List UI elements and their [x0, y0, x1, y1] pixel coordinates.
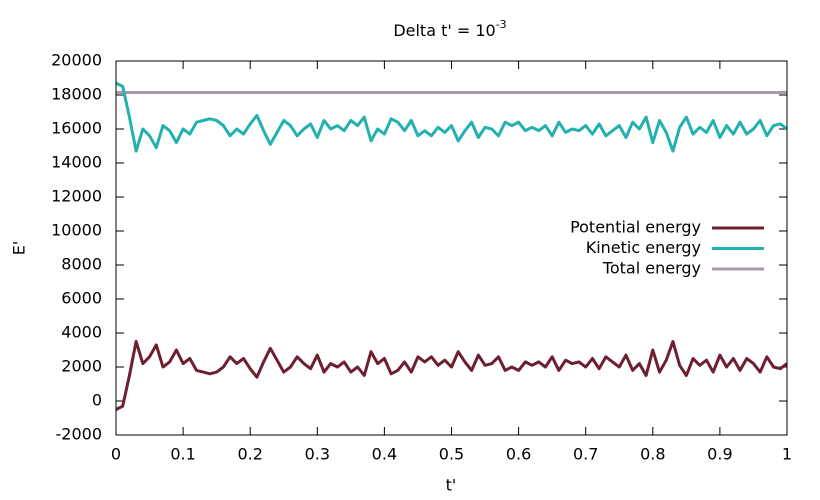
series-line: [116, 81, 787, 153]
y-tick-label: 2000: [61, 357, 102, 376]
title-text: Delta t' = 10: [393, 21, 495, 40]
x-tick-label: 0: [111, 445, 121, 464]
legend-label: Potential energy: [570, 218, 701, 237]
y-tick-label: 8000: [61, 255, 102, 274]
y-tick-label: 0: [92, 391, 102, 410]
y-tick-label: 6000: [61, 289, 102, 308]
plot-frame: [115, 60, 788, 436]
x-tick-label: 0.5: [439, 445, 464, 464]
x-tick-label: 1: [782, 445, 792, 464]
x-tick-label: 0.4: [372, 445, 397, 464]
x-tick-label: 0.3: [305, 445, 330, 464]
y-tick-label: 10000: [51, 221, 102, 240]
title-superscript: -3: [496, 18, 507, 31]
y-tick-label: -2000: [56, 425, 103, 444]
x-tick-label: 0.7: [573, 445, 598, 464]
series-line: [116, 340, 787, 411]
x-tick-label: 0.1: [170, 445, 195, 464]
chart-title: Delta t' = 10-3: [393, 18, 506, 40]
y-tick-label: 16000: [51, 119, 102, 138]
legend-label: Total energy: [602, 259, 701, 278]
x-axis-label: t': [446, 476, 457, 495]
y-tick-label: 20000: [51, 51, 102, 70]
y-tick-label: 12000: [51, 187, 102, 206]
x-tick-label: 0.8: [640, 445, 665, 464]
y-tick-label: 14000: [51, 153, 102, 172]
y-axis-label: E': [10, 241, 29, 256]
y-tick-label: 4000: [61, 323, 102, 342]
x-tick-label: 0.2: [237, 445, 262, 464]
x-tick-label: 0.6: [506, 445, 531, 464]
y-tick-label: 18000: [51, 85, 102, 104]
x-tick-label: 0.9: [707, 445, 732, 464]
legend-label: Kinetic energy: [586, 238, 701, 257]
